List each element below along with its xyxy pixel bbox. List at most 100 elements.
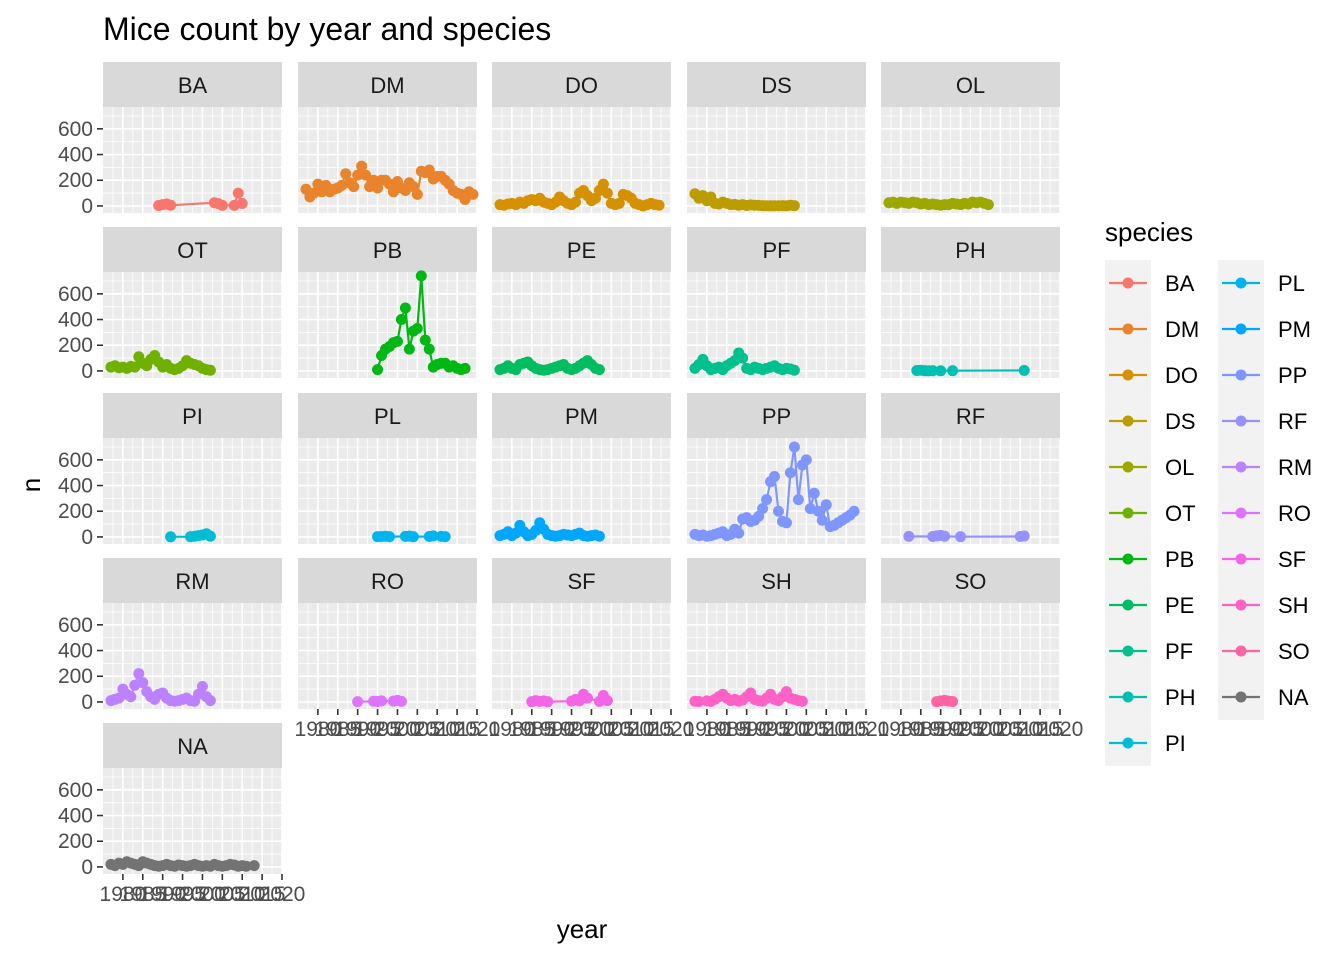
legend: species BA DM DO DS OL OT PB PE PF PH PI PL PM PP RF RM…: [1105, 217, 1312, 766]
legend-key-point: [1122, 553, 1134, 565]
data-point-PI: [204, 530, 216, 542]
legend-key-point: [1122, 369, 1134, 381]
facet-strip-label: DM: [370, 73, 404, 98]
data-point-SF: [581, 692, 593, 704]
data-point-PB: [411, 323, 423, 335]
facet-strip-label: SO: [955, 569, 987, 594]
legend-item-PB: PB: [1105, 536, 1194, 582]
legend-item-SH: SH: [1218, 582, 1309, 628]
legend-label: PE: [1165, 593, 1194, 618]
y-tick-label: 0: [81, 691, 93, 714]
data-point-PH: [947, 365, 959, 377]
legend-item-DO: DO: [1105, 352, 1198, 398]
facet-strip-label: PP: [762, 404, 791, 429]
data-point-PF: [788, 364, 800, 376]
facet-strip-label: RF: [956, 404, 985, 429]
data-point-DM: [467, 188, 479, 200]
legend-label: SH: [1278, 593, 1309, 618]
legend-item-PF: PF: [1105, 628, 1193, 674]
y-tick-label: 200: [58, 334, 93, 357]
data-point-DM: [411, 188, 423, 200]
x-tick-label: 2020: [259, 883, 306, 906]
legend-key-point: [1122, 645, 1134, 657]
facet-strip-label: PB: [373, 238, 402, 263]
y-tick-label: 0: [81, 360, 93, 383]
facet-strip: [298, 393, 477, 438]
data-point-BA: [216, 199, 228, 211]
x-tick-label: 2015: [239, 883, 286, 906]
x-tick-label: 2000: [957, 718, 1004, 741]
y-tick-label: 0: [81, 856, 93, 879]
data-point-OL: [982, 199, 994, 211]
data-point-DO: [613, 197, 625, 209]
legend-item-SO: SO: [1218, 628, 1310, 674]
y-tick-label: 0: [81, 195, 93, 218]
legend-label: SO: [1278, 639, 1310, 664]
y-tick-label: 400: [58, 805, 93, 828]
x-tick-label: 1990: [723, 718, 770, 741]
data-point-DM: [360, 169, 372, 181]
data-point-PP: [812, 505, 824, 517]
legend-key-point: [1235, 415, 1247, 427]
legend-item-OL: OL: [1105, 444, 1194, 490]
x-tick-label: 1985: [703, 718, 750, 741]
data-point-DM: [340, 168, 352, 180]
legend-item-DS: DS: [1105, 398, 1196, 444]
facet-strip: [298, 227, 477, 272]
legend-item-RM: RM: [1218, 444, 1312, 490]
data-point-PI: [165, 531, 177, 543]
data-point-PP: [816, 514, 828, 526]
data-point-RF: [955, 531, 967, 543]
x-tick-label: 2015: [434, 718, 481, 741]
legend-label: NA: [1278, 685, 1309, 710]
legend-label: RF: [1278, 409, 1307, 434]
data-point-PP: [733, 527, 745, 539]
data-point-RM: [133, 668, 145, 680]
y-tick-label: 400: [58, 640, 93, 663]
data-point-BA: [165, 199, 177, 211]
facet-strip: [881, 227, 1060, 272]
data-point-PH: [935, 365, 947, 377]
facet-strip-label: PF: [762, 238, 790, 263]
data-point-RF: [1018, 530, 1030, 542]
facet-strip-label: OT: [177, 238, 208, 263]
data-point-PL: [383, 531, 395, 543]
x-tick-label: 1995: [159, 883, 206, 906]
data-point-SH: [796, 695, 808, 707]
facet-strip-label: PI: [182, 404, 203, 429]
data-point-PB: [395, 314, 407, 326]
facet-strip-label: DS: [761, 73, 792, 98]
x-tick-label: 2020: [454, 718, 501, 741]
data-point-RF: [939, 530, 951, 542]
x-tick-label: 1985: [119, 883, 166, 906]
facet-strip-label: PE: [567, 238, 596, 263]
data-point-PP: [820, 499, 832, 511]
x-tick-label: 2015: [628, 718, 675, 741]
series-line-RF: [908, 534, 1025, 538]
legend-item-DM: DM: [1105, 306, 1199, 352]
facet-panel-PE: PE: [492, 227, 672, 378]
data-point-RO: [352, 696, 364, 708]
facet-strip: [687, 558, 866, 603]
facet-strip-label: RO: [371, 569, 404, 594]
data-point-OT: [204, 364, 216, 376]
y-tick-label: 200: [58, 665, 93, 688]
x-tick-label: 1990: [528, 718, 575, 741]
data-point-PP: [784, 467, 796, 479]
legend-item-OT: OT: [1105, 490, 1196, 536]
facet-panel-PP: PP: [687, 393, 867, 544]
legend-key-point: [1235, 599, 1247, 611]
facet-strip: [492, 227, 671, 272]
data-point-PB: [391, 335, 403, 347]
facet-strip-label: PM: [565, 404, 598, 429]
legend-key-point: [1235, 323, 1247, 335]
data-point-SH: [693, 696, 705, 708]
legend-key-point: [1122, 507, 1134, 519]
data-point-BA: [232, 187, 244, 199]
data-point-NA: [248, 860, 260, 872]
facet-panel-DO: DO: [492, 62, 672, 213]
